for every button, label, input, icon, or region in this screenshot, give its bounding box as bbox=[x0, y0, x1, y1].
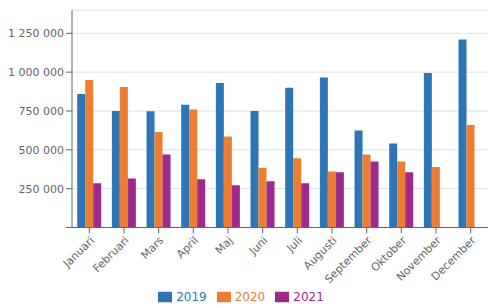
svg-text:Juli: Juli bbox=[284, 234, 305, 255]
svg-text:April: April bbox=[174, 234, 201, 261]
svg-text:750 000: 750 000 bbox=[19, 105, 65, 118]
svg-text:Februari: Februari bbox=[90, 234, 131, 275]
svg-text:December: December bbox=[429, 234, 479, 284]
svg-text:Juni: Juni bbox=[246, 234, 270, 258]
svg-text:Mars: Mars bbox=[138, 234, 166, 262]
svg-text:November: November bbox=[394, 234, 444, 284]
svg-text:1 000 000: 1 000 000 bbox=[8, 66, 64, 79]
svg-text:Augusti: Augusti bbox=[301, 234, 340, 273]
svg-text:Maj: Maj bbox=[213, 234, 236, 257]
svg-text:Januari: Januari bbox=[60, 234, 97, 271]
svg-text:250 000: 250 000 bbox=[19, 183, 65, 196]
svg-text:500 000: 500 000 bbox=[19, 144, 65, 157]
svg-text:1 250 000: 1 250 000 bbox=[8, 27, 64, 40]
svg-text:Oktober: Oktober bbox=[368, 234, 409, 275]
svg-text:September: September bbox=[322, 234, 375, 287]
html-text:2021: 2021 bbox=[293, 289, 324, 304]
html-text:2020: 2020 bbox=[234, 289, 266, 304]
html-text:2019: 2019 bbox=[176, 289, 207, 304]
